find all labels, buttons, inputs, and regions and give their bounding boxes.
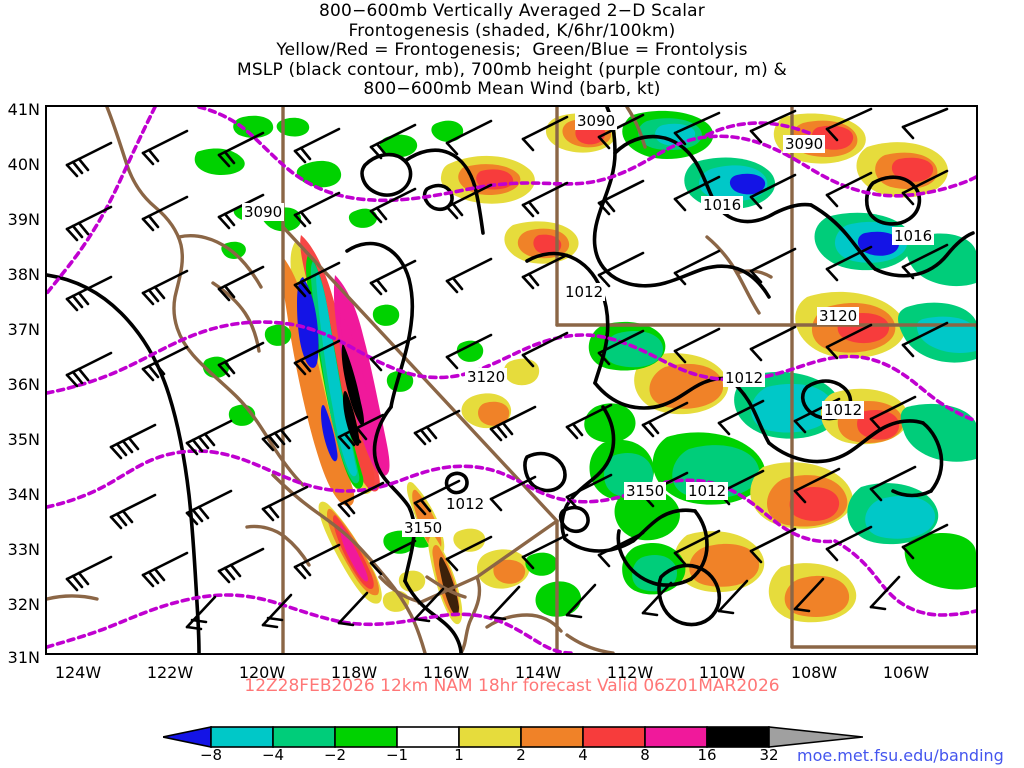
svg-text:1012: 1012 <box>824 401 862 419</box>
lon-label-110W: 110W <box>698 663 746 682</box>
map-plot-area[interactable]: 3090 3090 3090 3120 <box>45 105 978 655</box>
lat-label-34N: 34N <box>7 485 40 504</box>
svg-text:1016: 1016 <box>894 227 932 245</box>
chart-title-block: 800−600mb Vertically Averaged 2−D Scalar… <box>0 1 1024 100</box>
lon-label-108W: 108W <box>790 663 838 682</box>
mslp-label-1012-a: 1012 <box>563 283 605 301</box>
svg-text:3120: 3120 <box>467 368 505 386</box>
svg-text:1016: 1016 <box>703 196 741 214</box>
colorbar-tick--4: −4 <box>261 746 285 764</box>
source-watermark[interactable]: moe.met.fsu.edu/banding <box>797 746 1004 765</box>
colorbar-tick-8: 8 <box>640 746 650 764</box>
colorbar-tick--1: −1 <box>385 746 409 764</box>
svg-text:3150: 3150 <box>626 482 664 500</box>
colorbar[interactable]: −8 −4 −2 −1 1 2 4 8 16 32 <box>163 726 863 768</box>
mslp-label-1012-b: 1012 <box>723 369 765 387</box>
mslp-label-1012-d: 1012 <box>686 482 728 500</box>
lat-label-32N: 32N <box>7 595 40 614</box>
lon-label-106W: 106W <box>882 663 930 682</box>
colorbar-tick-32: 32 <box>759 746 779 764</box>
lon-label-124W: 124W <box>54 663 102 682</box>
colorbar-graphic <box>163 726 863 748</box>
height-label-3090-c: 3090 <box>242 203 284 221</box>
lon-label-122W: 122W <box>146 663 194 682</box>
height-label-3120-b: 3120 <box>817 307 859 325</box>
colorbar-tick--2: −2 <box>323 746 347 764</box>
contour-labels: 3090 3090 3090 3120 <box>242 112 934 537</box>
svg-text:3120: 3120 <box>819 307 857 325</box>
lon-label-116W: 116W <box>422 663 470 682</box>
lat-label-41N: 41N <box>7 100 40 119</box>
title-line-5: 800−600mb Mean Wind (barb, kt) <box>363 79 661 99</box>
lat-label-39N: 39N <box>7 210 40 229</box>
title-line-2: Frontogenesis (shaded, K/6hr/100km) <box>348 20 676 41</box>
lat-label-38N: 38N <box>7 265 40 284</box>
lat-label-40N: 40N <box>7 155 40 174</box>
mslp-label-1012-c: 1012 <box>822 401 864 419</box>
colorbar-tick-4: 4 <box>578 746 588 764</box>
svg-text:3150: 3150 <box>404 519 442 537</box>
lat-label-31N: 31N <box>7 648 40 667</box>
height-label-3150-a: 3150 <box>624 482 666 500</box>
height-label-3150-b: 3150 <box>402 519 444 537</box>
mslp-label-1016-b: 1016 <box>892 227 934 245</box>
colorbar-tick--8: −8 <box>199 746 223 764</box>
map-graphic: 3090 3090 3090 3120 <box>47 107 976 653</box>
lon-label-112W: 112W <box>606 663 654 682</box>
svg-text:3090: 3090 <box>244 203 282 221</box>
height-label-3120-a: 3120 <box>465 368 507 386</box>
height-label-3090-b: 3090 <box>783 135 825 153</box>
lon-label-114W: 114W <box>514 663 562 682</box>
svg-text:1012: 1012 <box>725 369 763 387</box>
state-borders <box>47 107 976 653</box>
title-line-3: Yellow/Red = Frontogenesis; Green/Blue =… <box>276 40 748 60</box>
mslp-label-1016-a: 1016 <box>701 196 743 214</box>
lat-label-33N: 33N <box>7 540 40 559</box>
forecast-caption: 12Z28FEB2026 12km NAM 18hr forecast Vali… <box>244 676 780 696</box>
svg-text:3090: 3090 <box>785 135 823 153</box>
lon-label-118W: 118W <box>330 663 378 682</box>
lat-label-35N: 35N <box>7 430 40 449</box>
title-line-1: 800−600mb Vertically Averaged 2−D Scalar <box>319 1 705 21</box>
svg-text:1012: 1012 <box>688 482 726 500</box>
mslp-label-1012-e: 1012 <box>444 495 486 513</box>
height-label-3090-a: 3090 <box>575 112 617 130</box>
lat-label-37N: 37N <box>7 320 40 339</box>
wind-barbs <box>65 107 949 631</box>
svg-text:1012: 1012 <box>446 495 484 513</box>
lon-label-120W: 120W <box>238 663 286 682</box>
svg-text:3090: 3090 <box>577 112 615 130</box>
colorbar-tick-1: 1 <box>454 746 464 764</box>
colorbar-tick-2: 2 <box>516 746 526 764</box>
svg-text:1012: 1012 <box>565 283 603 301</box>
title-line-4: MSLP (black contour, mb), 700mb height (… <box>236 59 788 80</box>
colorbar-tick-16: 16 <box>697 746 717 764</box>
lat-label-36N: 36N <box>7 375 40 394</box>
